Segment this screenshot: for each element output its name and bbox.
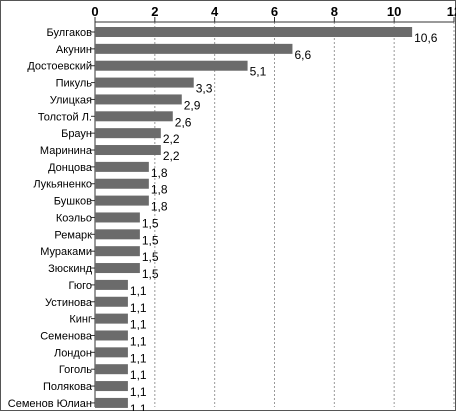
x-tick-label-2: 4: [211, 4, 219, 19]
x-axis: 0 2 4 6 8 10 12: [91, 4, 456, 407]
bar-10: [95, 195, 149, 206]
category-label-9: Лукьяненко: [33, 179, 92, 191]
value-label-18: 1,1: [130, 334, 147, 348]
bar-21: [95, 381, 128, 392]
category-label-18: Семенова: [40, 330, 93, 342]
bar-11: [95, 212, 140, 223]
x-tick-label-6: 12: [447, 4, 456, 19]
value-label-10: 1,8: [151, 200, 168, 214]
category-label-21: Полякова: [43, 381, 93, 393]
category-label-16: Устинова: [45, 297, 93, 309]
category-label-19: Лондон: [54, 347, 92, 359]
value-label-11: 1,5: [142, 216, 159, 230]
bar-2: [95, 60, 248, 71]
category-label-17: Кинг: [69, 314, 92, 326]
value-label-2: 5,1: [250, 65, 267, 79]
category-label-15: Гюго: [69, 280, 92, 292]
value-label-8: 1,8: [151, 166, 168, 180]
value-label-4: 2,9: [184, 98, 201, 112]
bar-6: [95, 128, 161, 139]
category-label-12: Ремарк: [54, 229, 92, 241]
category-label-20: Гоголь: [59, 364, 92, 376]
bar-13: [95, 246, 140, 257]
category-label-6: Браун: [61, 128, 92, 140]
value-label-9: 1,8: [151, 183, 168, 197]
value-label-7: 2,2: [163, 149, 180, 163]
category-label-8: Донцова: [48, 162, 93, 174]
bar-17: [95, 313, 128, 324]
value-label-20: 1,1: [130, 368, 147, 382]
value-label-12: 1,5: [142, 233, 159, 247]
bar-16: [95, 296, 128, 307]
value-label-17: 1,1: [130, 318, 147, 332]
x-tick-label-0: 0: [91, 4, 98, 19]
category-label-22: Семенов Юлиан: [8, 398, 92, 410]
category-label-0: Булгаков: [47, 27, 93, 39]
value-label-22: 1,1: [130, 402, 147, 411]
value-label-1: 6,6: [294, 48, 311, 62]
bar-12: [95, 229, 140, 240]
bar-14: [95, 263, 140, 274]
category-label-14: Зюскинд: [48, 263, 92, 275]
value-label-0: 10,6: [414, 31, 438, 45]
bar-15: [95, 279, 128, 290]
category-label-11: Коэльо: [56, 212, 92, 224]
bar-8: [95, 161, 149, 172]
bar-19: [95, 347, 128, 358]
bar-22: [95, 397, 128, 408]
bar-18: [95, 330, 128, 341]
bar-0: [95, 27, 413, 37]
value-label-14: 1,5: [142, 267, 159, 281]
category-label-10: Бушков: [54, 196, 92, 208]
value-label-21: 1,1: [130, 385, 147, 399]
value-label-5: 2,6: [175, 115, 192, 129]
x-tick-label-5: 10: [387, 4, 401, 19]
category-label-7: Маринина: [40, 145, 93, 157]
category-label-2: Достоевский: [27, 61, 92, 73]
bar-5: [95, 111, 173, 122]
value-label-13: 1,5: [142, 250, 159, 264]
bar-1: [95, 43, 293, 54]
bar-20: [95, 364, 128, 375]
value-label-3: 3,3: [196, 82, 213, 96]
bar-4: [95, 94, 182, 105]
category-label-1: Акунин: [56, 44, 92, 56]
bar-3: [95, 77, 194, 88]
value-label-16: 1,1: [130, 301, 147, 315]
x-tick-label-1: 2: [151, 4, 158, 19]
value-label-6: 2,2: [163, 132, 180, 146]
value-label-19: 1,1: [130, 351, 147, 365]
value-label-15: 1,1: [130, 284, 147, 298]
category-label-13: Мураками: [40, 246, 92, 258]
bar-7: [95, 145, 161, 156]
labels: Булгаков 10,6 Акунин 6,6 Достоевский 5,1 Пикул…: [8, 27, 438, 411]
x-tick-label-3: 6: [271, 4, 278, 19]
x-tick-label-4: 8: [331, 4, 338, 19]
category-label-5: Толстой Л.: [38, 111, 92, 123]
bars: [95, 27, 413, 408]
category-label-4: Улицкая: [50, 94, 92, 106]
category-label-3: Пикуль: [56, 78, 93, 90]
bar-9: [95, 178, 149, 189]
